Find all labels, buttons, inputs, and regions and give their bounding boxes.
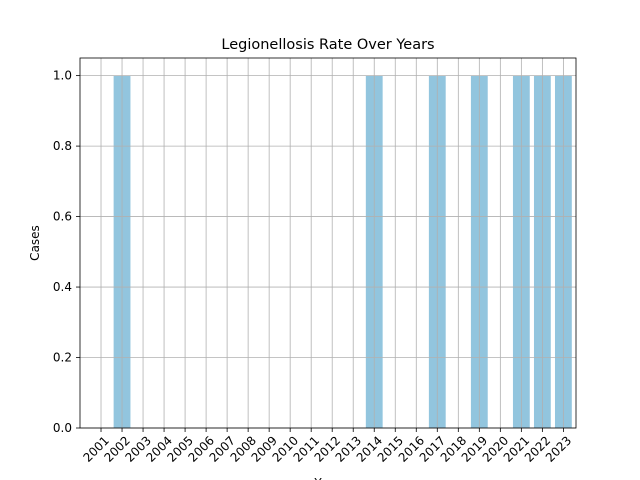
chart-title: Legionellosis Rate Over Years <box>221 37 434 53</box>
y-axis-label: Cases <box>28 225 42 261</box>
y-tick-label: 1.0 <box>53 69 72 83</box>
y-tick-label: 0.8 <box>53 139 72 153</box>
y-tick-label: 0.0 <box>53 421 72 435</box>
y-tick-label: 0.2 <box>53 351 72 365</box>
bars <box>113 75 572 428</box>
x-axis-label: Y <box>313 476 322 480</box>
y-axis: 0.0 0.2 0.4 0.6 0.8 1.0 <box>53 69 80 435</box>
x-axis: 2001200220032004200520062007200820092010… <box>80 428 574 465</box>
y-tick-label: 0.6 <box>53 210 72 224</box>
plot-frame <box>79 57 577 429</box>
y-tick-label: 0.4 <box>53 280 72 294</box>
